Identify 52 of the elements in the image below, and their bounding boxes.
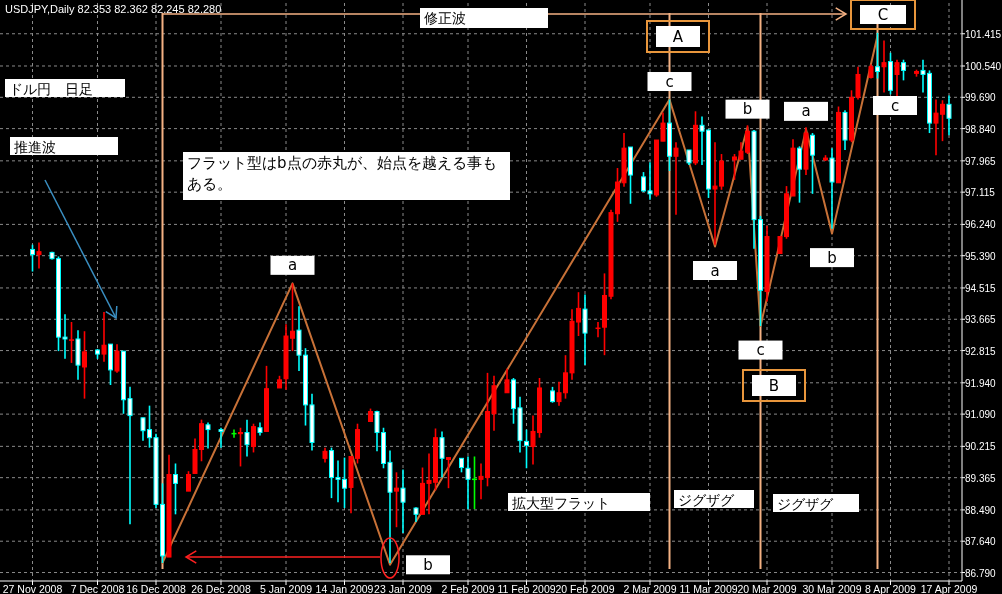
annotation: c [665, 72, 674, 91]
y-tick-label: 86.790 [965, 567, 997, 579]
x-tick-label: 7 Dec 2008 [70, 583, 125, 594]
annotation: ジグザグ [678, 492, 735, 508]
annotation: a [710, 261, 720, 280]
annotation: a [287, 256, 298, 275]
annotation: b [423, 555, 433, 574]
annotation: a [801, 102, 811, 121]
annotation: A [672, 27, 684, 46]
y-tick-label: 88.490 [965, 504, 997, 516]
x-tick-label: 2 Mar 2009 [623, 583, 677, 594]
y-tick-label: 94.515 [965, 282, 997, 294]
annotation: 推進波 [14, 139, 56, 155]
x-tick-label: 11 Mar 2009 [679, 583, 738, 594]
annotation: 修正波 [424, 10, 466, 26]
y-tick-label: 97.965 [965, 155, 997, 167]
chart-title: USDJPY,Daily 82.353 82.362 82.245 82.280 [5, 3, 222, 15]
x-tick-label: 16 Dec 2008 [126, 583, 186, 594]
y-tick-label: 98.840 [965, 123, 997, 135]
y-tick-label: 96.240 [965, 219, 997, 231]
annotation: C [877, 5, 889, 24]
y-tick-label: 87.640 [965, 536, 997, 548]
annotation: b [742, 100, 753, 119]
x-tick-label: 20 Mar 2009 [737, 583, 797, 594]
y-tick-label: 92.815 [965, 345, 997, 357]
annotation: ジグザグ [777, 496, 834, 512]
x-tick-label: 30 Mar 2009 [802, 583, 862, 594]
x-tick-label: 26 Dec 2008 [191, 583, 251, 594]
annotation: c [890, 96, 900, 115]
y-tick-label: 89.365 [965, 472, 997, 484]
annotation: 拡大型フラット [512, 495, 610, 511]
y-tick-label: 97.115 [965, 187, 996, 199]
y-tick-label: 90.215 [965, 441, 997, 453]
y-tick-label: 100.540 [965, 60, 1002, 72]
y-tick-label: 93.665 [965, 314, 997, 326]
x-tick-label: 2 Feb 2009 [441, 583, 495, 594]
y-tick-label: 99.690 [965, 92, 997, 104]
annotation: フラット型はb点の赤丸が、始点を越える事もある。 [187, 154, 497, 193]
y-tick-label: 91.090 [965, 409, 997, 421]
x-tick-label: 20 Feb 2009 [555, 583, 615, 594]
x-tick-label: 27 Nov 2008 [2, 583, 63, 594]
y-tick-label: 91.940 [965, 377, 997, 389]
x-tick-label: 11 Feb 2009 [497, 583, 556, 594]
annotation: ドル円 日足 [9, 81, 93, 97]
x-tick-label: 14 Jan 2009 [315, 583, 374, 594]
y-tick-label: 95.390 [965, 250, 997, 262]
x-tick-label: 5 Jan 2009 [260, 583, 313, 594]
annotation: b [827, 248, 837, 267]
y-tick-label: 101.415 [965, 28, 1002, 40]
x-tick-label: 23 Jan 2009 [374, 583, 433, 594]
annotation: B [768, 376, 780, 395]
annotation: c [756, 341, 765, 360]
